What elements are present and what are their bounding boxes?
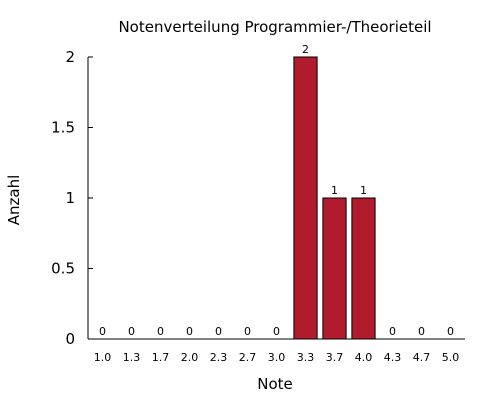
data-label: 0 <box>273 325 280 338</box>
x-tick-label: 2.3 <box>210 351 228 364</box>
x-tick-label: 1.0 <box>94 351 112 364</box>
x-tick-label: 4.3 <box>384 351 402 364</box>
data-label: 0 <box>215 325 222 338</box>
x-tick-label: 1.3 <box>123 351 141 364</box>
x-tick-label: 1.7 <box>152 351 170 364</box>
data-label: 0 <box>447 325 454 338</box>
data-label: 0 <box>244 325 251 338</box>
data-label: 0 <box>157 325 164 338</box>
y-tick-label: 0.5 <box>51 260 75 278</box>
y-tick-label: 2 <box>65 48 75 66</box>
data-label: 0 <box>389 325 396 338</box>
bar <box>293 56 318 340</box>
x-tick-label: 3.3 <box>297 351 315 364</box>
data-label: 0 <box>128 325 135 338</box>
y-tick-label: 1.5 <box>51 119 75 137</box>
data-label: 2 <box>302 43 309 56</box>
y-axis-label: Anzahl <box>5 175 23 226</box>
data-label: 0 <box>418 325 425 338</box>
x-tick-label: 4.7 <box>413 351 431 364</box>
data-label: 0 <box>186 325 193 338</box>
data-label: 1 <box>360 184 367 197</box>
x-tick-label: 2.0 <box>181 351 199 364</box>
y-tick-label: 0 <box>65 330 75 348</box>
x-tick-label: 3.7 <box>326 351 344 364</box>
x-tick-label: 2.7 <box>239 351 257 364</box>
x-tick-label: 4.0 <box>355 351 373 364</box>
bar <box>351 197 376 340</box>
data-label: 1 <box>331 184 338 197</box>
plot-area: 0 0.5 1 1.5 2 0 1.0 0 1.3 0 1.7 0 2.0 0 2.3 0 2.7 0 3.0 2 3.… <box>51 43 465 364</box>
y-tick-label: 1 <box>65 189 75 207</box>
data-label: 0 <box>99 325 106 338</box>
bar <box>322 197 347 340</box>
chart-title: Notenverteilung Programmier-/Theorieteil <box>118 18 431 36</box>
x-axis-label: Note <box>257 375 293 393</box>
x-tick-label: 3.0 <box>268 351 286 364</box>
x-tick-label: 5.0 <box>442 351 460 364</box>
